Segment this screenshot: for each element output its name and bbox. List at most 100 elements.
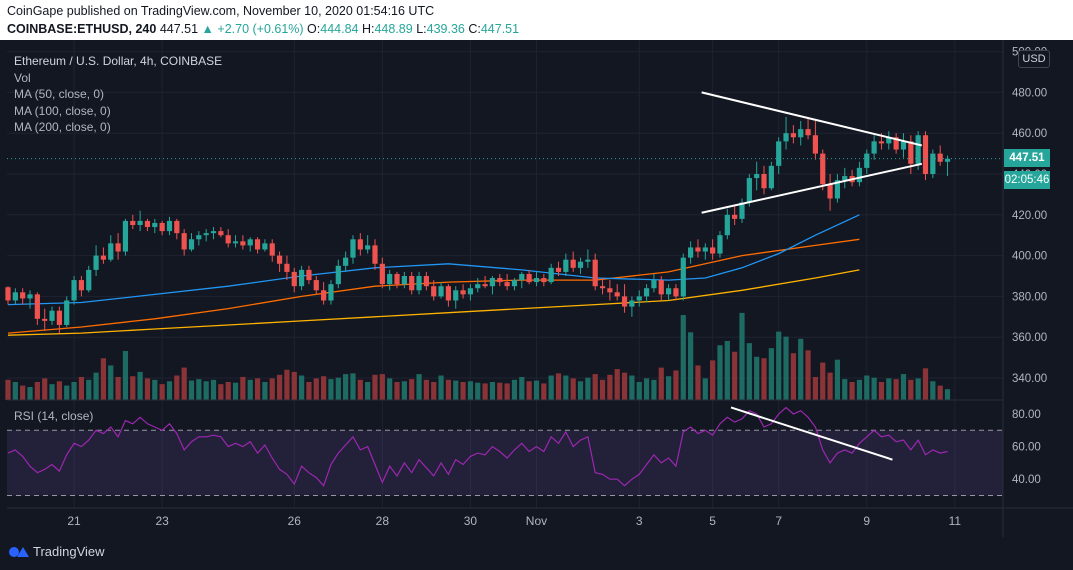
candle-body	[548, 267, 554, 283]
volume-bar	[834, 359, 841, 400]
candle-body	[387, 273, 393, 285]
candle-body	[651, 280, 657, 289]
candle-body	[42, 318, 48, 321]
ohlc-line: COINBASE:ETHUSD, 240 447.51 ▲ +2.70 (+0.…	[7, 22, 519, 36]
volume-bar	[379, 374, 385, 400]
volume-bar	[144, 378, 151, 400]
candle-body	[563, 259, 569, 272]
candle-body	[225, 235, 231, 244]
candle-body	[930, 153, 936, 174]
volume-bar	[570, 378, 576, 400]
candle-body	[350, 239, 356, 258]
candle-body	[864, 153, 870, 168]
candle-body	[108, 243, 114, 260]
volume-bar	[42, 378, 48, 400]
candle-body	[746, 178, 752, 203]
volume-bar	[864, 375, 870, 400]
candle-body	[680, 257, 686, 297]
volume-bar	[93, 372, 99, 400]
candle-body	[460, 290, 466, 295]
tradingview-brand[interactable]: TradingView	[33, 544, 105, 559]
candle-body	[394, 273, 400, 285]
volume-bar	[409, 379, 415, 400]
candle-body	[262, 243, 268, 250]
candle-body	[511, 280, 518, 287]
volume-bar	[739, 312, 745, 400]
volume-bar	[717, 345, 723, 400]
volume-bar	[130, 376, 136, 400]
volume-bar	[746, 343, 752, 400]
volume-bar	[321, 376, 327, 400]
price-tick-label: 420.00	[1012, 210, 1047, 222]
candle-body	[497, 278, 503, 283]
candle-body	[254, 239, 261, 250]
volume-bar	[247, 379, 253, 400]
countdown-badge: 02:05:46	[1004, 171, 1050, 189]
close-label: C:	[468, 22, 481, 36]
price-chart-svg[interactable]: 500.00480.00460.00440.00420.00400.00380.…	[0, 40, 1073, 537]
volume-bar	[12, 382, 18, 400]
low-label: L:	[416, 22, 427, 36]
price-tick-label: 480.00	[1012, 87, 1047, 99]
rsi-legend: RSI (14, close)	[14, 409, 94, 423]
volume-bar	[174, 375, 180, 400]
volume-bar	[203, 381, 209, 400]
price-trendline	[701, 91, 923, 147]
candle-body	[482, 284, 488, 287]
candle-body	[328, 284, 334, 301]
candle-body	[754, 174, 760, 179]
volume-bar	[783, 336, 789, 400]
candle-body	[401, 276, 407, 285]
rsi-tick-label: 80.00	[1012, 409, 1041, 421]
volume-bar	[328, 379, 334, 400]
volume-bar	[240, 376, 246, 400]
volume-bar	[812, 376, 818, 400]
candle-body	[710, 247, 716, 254]
volume-bar	[673, 370, 679, 400]
time-tick-label: Nov	[526, 514, 547, 528]
candle-body	[34, 294, 40, 319]
candle-body	[64, 300, 70, 325]
volume-bar	[893, 379, 899, 400]
currency-button[interactable]: USD	[1018, 50, 1050, 68]
candle-body	[798, 129, 804, 138]
candle-body	[820, 153, 826, 185]
candle-body	[100, 255, 107, 260]
candle-body	[856, 167, 863, 183]
volume-bar	[299, 375, 305, 400]
time-tick-label: 9	[863, 514, 870, 528]
candle-body	[196, 235, 202, 240]
candle-body	[526, 273, 532, 283]
volume-bar	[820, 362, 826, 400]
volume-bar	[34, 382, 40, 400]
volume-bar	[166, 381, 173, 400]
chart-area[interactable]: 500.00480.00460.00440.00420.00400.00380.…	[0, 40, 1073, 537]
footer-bar	[0, 537, 1073, 570]
price-tick-label: 460.00	[1012, 128, 1047, 140]
volume-bar	[497, 382, 503, 400]
volume-bar	[658, 367, 664, 400]
candle-body	[284, 263, 290, 272]
volume-bar	[115, 376, 121, 400]
candle-body	[357, 239, 363, 250]
candle-body	[269, 243, 275, 256]
volume-bar	[563, 375, 569, 400]
candle-body	[379, 263, 385, 285]
candle-body	[900, 141, 907, 150]
time-tick-label: 7	[775, 514, 782, 528]
candle-body	[695, 247, 701, 252]
volume-bar	[475, 382, 481, 400]
price-tick-label: 400.00	[1012, 251, 1047, 263]
volume-bar	[276, 374, 283, 400]
volume-bar	[387, 378, 393, 400]
volume-bar	[922, 368, 929, 400]
candle-body	[886, 137, 892, 144]
candle-body	[203, 233, 209, 236]
candle-body	[409, 276, 415, 291]
candle-body	[827, 184, 833, 199]
time-tick-label: 26	[288, 514, 302, 528]
tradingview-logo-icon[interactable]	[8, 543, 30, 561]
rsi-trendline	[730, 406, 893, 461]
candle-body	[12, 292, 18, 301]
volume-bar	[100, 358, 107, 400]
